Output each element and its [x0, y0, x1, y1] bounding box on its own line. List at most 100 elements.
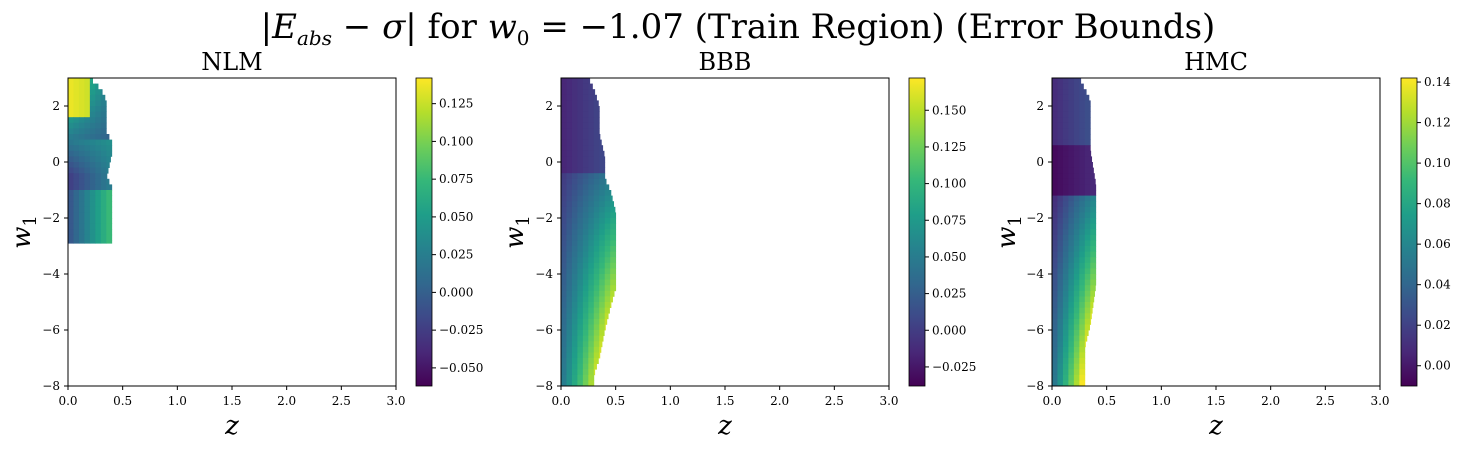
heatmap-cell	[610, 224, 616, 230]
heatmap-cell	[599, 173, 605, 179]
colorbar-tick-label: 0.00	[1424, 359, 1451, 373]
heatmap-cell	[79, 162, 85, 168]
heatmap-cell	[84, 235, 90, 241]
heatmap-cell	[95, 123, 101, 129]
x-tick-label: 3.0	[879, 394, 898, 408]
heatmap-cells	[1052, 78, 1096, 386]
heatmap-cell	[73, 212, 79, 218]
heatmap-cell	[583, 212, 589, 218]
heatmap-cell	[1068, 268, 1074, 274]
heatmap-cell	[1068, 280, 1074, 286]
heatmap-cell	[561, 308, 567, 314]
heatmap-cell	[79, 235, 85, 241]
heatmap-cell	[95, 196, 101, 202]
heatmap-cell	[610, 268, 616, 274]
heatmap-cell	[1057, 240, 1063, 246]
heatmap-cell	[1052, 240, 1058, 246]
heatmap-cell	[566, 257, 572, 263]
heatmap-cell	[1068, 212, 1074, 218]
heatmap-cell	[599, 341, 602, 347]
heatmap-cell	[1074, 112, 1080, 118]
colorbar-tick-label: 0.12	[1424, 116, 1451, 130]
heatmap-cell	[95, 212, 101, 218]
heatmap-cell	[599, 330, 604, 336]
heatmap-cell	[588, 212, 594, 218]
heatmap-cell	[588, 218, 594, 224]
heatmap-cell	[572, 285, 578, 291]
heatmap-cell	[1068, 341, 1074, 347]
y-tick-label: −6	[42, 323, 60, 337]
heatmap-cell	[583, 106, 589, 112]
heatmap-cell	[1052, 128, 1058, 134]
colorbar-tick-label: −0.050	[439, 361, 483, 375]
heatmap-cell	[594, 100, 599, 106]
y-tick-label: 0	[52, 155, 60, 169]
heatmap-cell	[610, 190, 611, 196]
heatmap-cell	[594, 123, 600, 129]
heatmap-cell	[594, 151, 600, 157]
heatmap-cell	[1074, 106, 1080, 112]
heatmap-cell	[106, 151, 112, 157]
heatmap-cell	[605, 218, 611, 224]
heatmap-cell	[1068, 319, 1074, 325]
heatmap-cell	[1079, 218, 1085, 224]
heatmap-cell	[1085, 341, 1086, 347]
x-tick-label: 0.5	[113, 394, 132, 408]
heatmap-cell	[1074, 95, 1080, 101]
heatmap-cell	[1090, 190, 1096, 196]
heatmap-cell	[101, 134, 107, 140]
heatmap-cell	[1052, 352, 1058, 358]
heatmap-cell	[561, 179, 567, 185]
heatmap-cell	[90, 117, 96, 123]
heatmap-cell	[583, 123, 589, 129]
heatmap-cell	[561, 112, 567, 118]
heatmap-cell	[588, 100, 594, 106]
heatmap-cell	[1085, 151, 1091, 157]
heatmap-cell	[588, 123, 594, 129]
heatmap-cell	[594, 112, 600, 118]
colorbar	[909, 78, 925, 386]
heatmap-cell	[1085, 196, 1091, 202]
heatmap-cell	[1063, 252, 1069, 258]
heatmap-cell	[566, 162, 572, 168]
heatmap-cell	[90, 207, 96, 213]
heatmap-cell	[1074, 179, 1080, 185]
heatmap-cell	[95, 89, 101, 95]
heatmap-cell	[566, 341, 572, 347]
heatmap-cell	[583, 341, 589, 347]
heatmap-cell	[1079, 252, 1085, 258]
heatmap-cell	[1079, 280, 1085, 286]
heatmap-cell	[566, 274, 572, 280]
heatmap-cell	[1063, 184, 1069, 190]
heatmap-cell	[1085, 201, 1091, 207]
heatmap-cell	[572, 302, 578, 308]
heatmap-cell	[577, 190, 583, 196]
heatmap-cell	[1085, 145, 1091, 151]
heatmap-cell	[1079, 190, 1085, 196]
heatmap-cell	[594, 190, 600, 196]
heatmap-cell	[1063, 162, 1069, 168]
heatmap-cell	[599, 296, 605, 302]
heatmap-cell	[1079, 308, 1085, 314]
heatmap-cell	[1057, 336, 1063, 342]
heatmap-cell	[561, 201, 567, 207]
heatmap-cell	[588, 296, 594, 302]
heatmap-cell	[583, 229, 589, 235]
heatmap-cell	[561, 140, 567, 146]
heatmap-cell	[561, 319, 567, 325]
heatmap-cell	[583, 134, 589, 140]
heatmap-cell	[1057, 145, 1063, 151]
heatmap-cell	[1052, 274, 1058, 280]
heatmap-cell	[68, 100, 74, 106]
heatmap-cell	[610, 263, 616, 269]
heatmap-cell	[68, 106, 74, 112]
heatmap-cell	[1085, 173, 1091, 179]
heatmap-cell	[577, 268, 583, 274]
heatmap-cell	[1052, 308, 1058, 314]
heatmap-cell	[594, 296, 600, 302]
heatmap-cell	[68, 84, 74, 90]
heatmap-cell	[101, 162, 107, 168]
heatmap-cell	[95, 235, 101, 241]
heatmap-cell	[1068, 106, 1074, 112]
